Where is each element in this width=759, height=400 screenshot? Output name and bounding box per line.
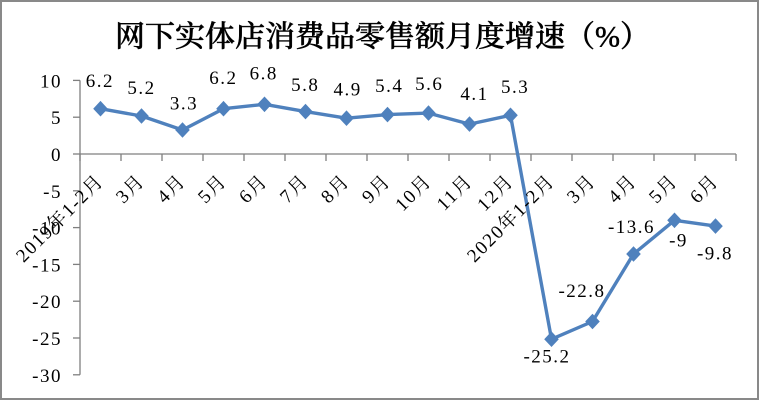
svg-text:5.8: 5.8 bbox=[291, 75, 319, 96]
svg-text:5.6: 5.6 bbox=[415, 74, 443, 95]
svg-text:5.2: 5.2 bbox=[127, 78, 155, 99]
svg-text:5.4: 5.4 bbox=[375, 76, 403, 97]
svg-text:5: 5 bbox=[51, 108, 62, 129]
svg-text:3.3: 3.3 bbox=[170, 93, 198, 114]
svg-text:-15: -15 bbox=[32, 255, 62, 276]
svg-text:4.9: 4.9 bbox=[333, 80, 361, 101]
svg-text:0: 0 bbox=[51, 145, 62, 166]
svg-text:6.8: 6.8 bbox=[250, 64, 278, 85]
svg-text:-9.8: -9.8 bbox=[697, 243, 733, 264]
svg-text:-25: -25 bbox=[32, 329, 62, 350]
svg-text:网下实体店消费品零售额月度增速（%）: 网下实体店消费品零售额月度增速（%） bbox=[115, 21, 650, 54]
svg-text:5.3: 5.3 bbox=[501, 77, 529, 98]
svg-text:-25.2: -25.2 bbox=[523, 347, 570, 368]
svg-text:-13.6: -13.6 bbox=[608, 217, 655, 238]
svg-text:6.2: 6.2 bbox=[86, 71, 114, 92]
svg-text:10: 10 bbox=[40, 71, 62, 92]
svg-text:-10: -10 bbox=[32, 219, 62, 240]
svg-text:-20: -20 bbox=[32, 292, 62, 313]
svg-text:-9: -9 bbox=[669, 231, 688, 252]
svg-text:6.2: 6.2 bbox=[209, 68, 237, 89]
svg-text:-22.8: -22.8 bbox=[558, 281, 605, 302]
svg-text:-30: -30 bbox=[32, 366, 62, 387]
svg-text:-5: -5 bbox=[43, 182, 62, 203]
svg-text:4.1: 4.1 bbox=[460, 84, 488, 105]
